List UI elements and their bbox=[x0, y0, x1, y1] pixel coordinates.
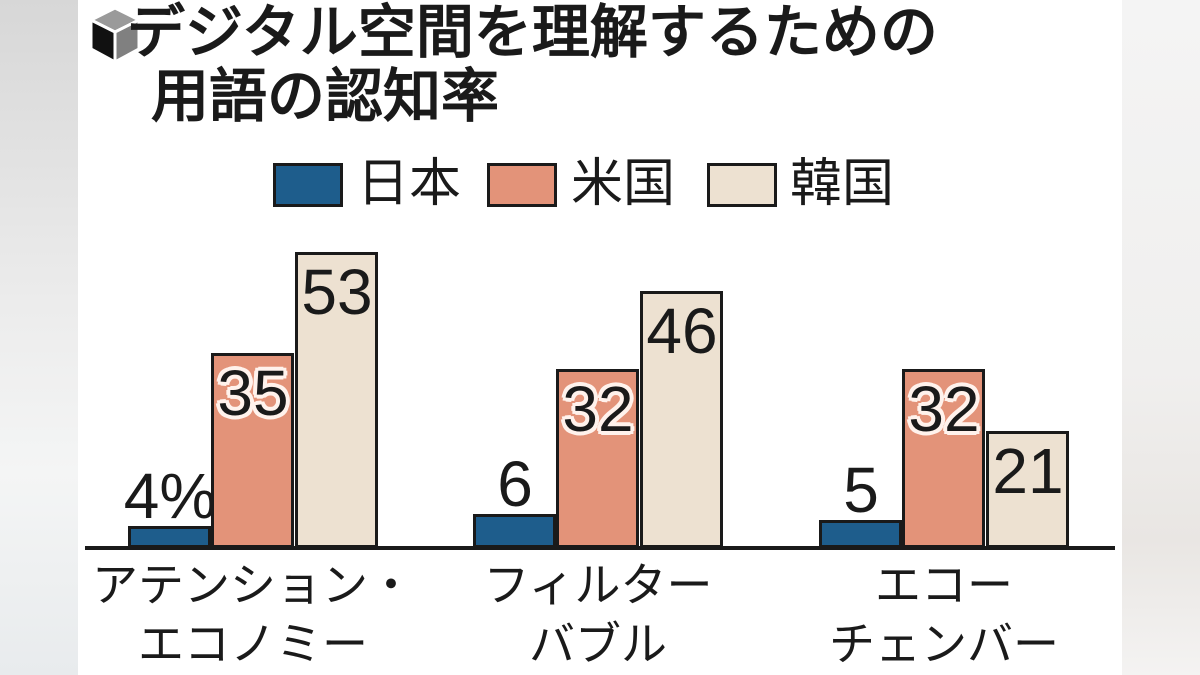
chart-title-line1: デジタル空間を理解するための bbox=[127, 0, 938, 65]
right-gradient-band bbox=[1122, 0, 1200, 675]
bar-usa-0 bbox=[211, 353, 294, 548]
category-label-2: エコー チェンバー bbox=[829, 559, 1059, 670]
bar-japan-2 bbox=[819, 520, 902, 548]
cube-icon bbox=[90, 7, 140, 63]
value-label-japan-2: 5 bbox=[843, 454, 879, 526]
value-label-usa-0: 35 bbox=[217, 357, 289, 429]
bar-korea-2 bbox=[986, 431, 1069, 548]
value-label-usa-2: 32 bbox=[908, 373, 980, 445]
category-label-1: フィルター バブル bbox=[483, 559, 713, 670]
value-label-usa-1: 32 bbox=[562, 373, 634, 445]
category-label-0: アテンション・ エコノミー bbox=[92, 559, 414, 670]
x-axis-baseline bbox=[85, 546, 1115, 550]
value-label-japan-1: 6 bbox=[497, 448, 533, 520]
value-label-japan-0: 4% bbox=[123, 460, 217, 532]
legend-swatch-korea bbox=[707, 163, 777, 207]
chart-title-line2: 用語の認知率 bbox=[151, 64, 500, 129]
legend-label-japan: 日本 bbox=[357, 155, 462, 213]
bar-usa-2 bbox=[902, 369, 985, 548]
bar-usa-1 bbox=[556, 369, 639, 548]
legend-swatch-usa bbox=[487, 163, 557, 207]
legend-swatch-japan bbox=[273, 163, 343, 207]
value-label-korea-1: 46 bbox=[646, 295, 718, 367]
bar-japan-1 bbox=[473, 514, 556, 548]
legend-label-korea: 韓国 bbox=[790, 155, 895, 213]
left-gradient-band bbox=[0, 0, 78, 675]
value-label-korea-0: 53 bbox=[301, 256, 373, 328]
bar-korea-0 bbox=[295, 252, 378, 548]
bar-korea-1 bbox=[640, 291, 723, 548]
value-label-korea-2: 21 bbox=[992, 435, 1064, 507]
bar-japan-0 bbox=[128, 526, 211, 548]
legend-label-usa: 米国 bbox=[571, 155, 676, 213]
